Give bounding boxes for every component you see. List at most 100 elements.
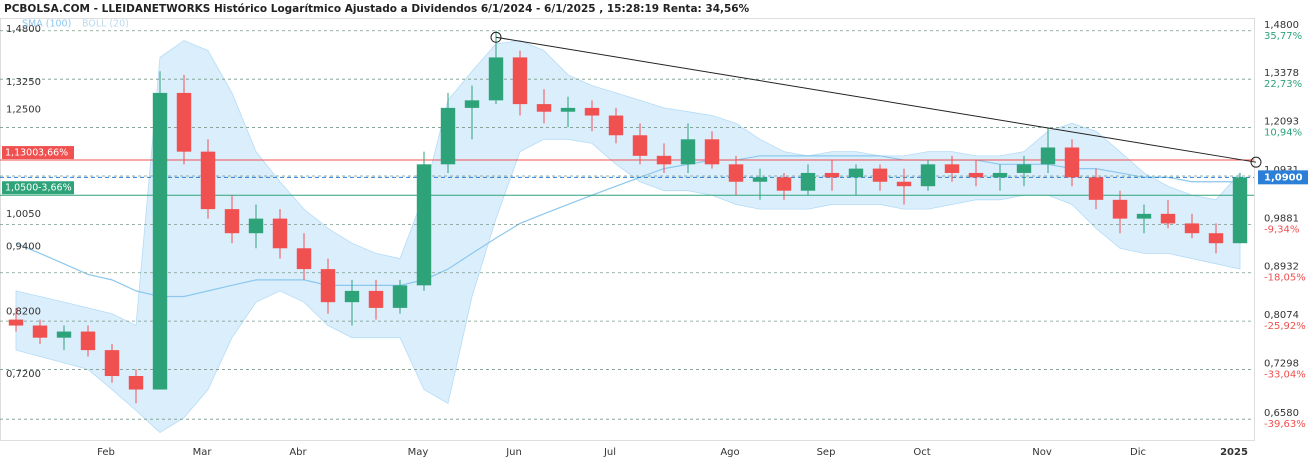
candle-body (1112, 199, 1128, 219)
candle-body (32, 325, 48, 338)
alert-label: 1,1300 (5, 148, 38, 159)
level-pct-label: 35,77% (1264, 31, 1302, 42)
trendline-end (1250, 156, 1262, 168)
x-tick-label: Dic (1130, 447, 1146, 458)
candle-body (80, 331, 96, 351)
candle-body (584, 107, 600, 116)
band-layer (15, 40, 1241, 433)
candle-body (8, 319, 24, 326)
candle-body (968, 172, 984, 178)
candle-body (1160, 213, 1176, 224)
alert-box (2, 146, 74, 160)
candle-body (152, 92, 168, 390)
candle-body (656, 155, 672, 165)
candle-body (56, 331, 72, 338)
candle-body (1232, 177, 1248, 244)
candle-body (176, 92, 192, 152)
candle-body (800, 172, 816, 191)
candle-body (896, 181, 912, 187)
candle-body (704, 139, 720, 165)
candle-body (608, 115, 624, 136)
candle-body (344, 290, 360, 303)
candle-body (848, 168, 864, 178)
x-tick-label: Jun (505, 447, 522, 458)
candle-body (680, 139, 696, 165)
candle-body (464, 100, 480, 108)
level-pct-label: -9,34% (1264, 224, 1299, 235)
candle-body (632, 135, 648, 156)
y-tick-label: 1,3250 (6, 77, 41, 88)
candle-body (728, 164, 744, 182)
candle-body (776, 177, 792, 191)
level-pct-label: 10,94% (1264, 128, 1302, 139)
candle-body (1208, 233, 1224, 244)
x-tick-label: Mar (193, 447, 213, 458)
candle-body (824, 172, 840, 178)
level-label: 0,8074 (1264, 310, 1299, 321)
current-box (1258, 170, 1308, 185)
candle-body (392, 285, 408, 308)
candle-body (1016, 164, 1032, 173)
x-tick-label: Nov (1032, 447, 1052, 458)
level-label: 1,2093 (1264, 117, 1299, 128)
candle-body (272, 218, 288, 249)
candle-body (104, 350, 120, 377)
trendline (495, 36, 1257, 163)
plot-frame (0, 18, 1255, 441)
level-pct-label: 22,73% (1264, 79, 1302, 90)
level-label: 0,7298 (1264, 359, 1299, 370)
level-label: 0,9881 (1264, 213, 1299, 224)
x-tick-label: Oct (913, 447, 930, 458)
legend-boll: BOLL (20) (82, 19, 129, 30)
legend-sma: SMA (100) (22, 19, 71, 30)
y-tick-label: 0,7200 (6, 369, 41, 380)
candle-body (512, 57, 528, 105)
candle-body (752, 177, 768, 182)
candle-body (560, 107, 576, 112)
level-pct-label: -33,04% (1264, 370, 1306, 381)
x-tick-label: Feb (97, 447, 115, 458)
candle-body (416, 164, 432, 286)
candle-body (200, 151, 216, 210)
trendline-start (490, 31, 502, 43)
candle-body (440, 107, 456, 165)
marks-layer (8, 30, 1262, 404)
candle-body (128, 376, 144, 390)
alert-label: 1,0500 (5, 183, 38, 194)
level-pct-label: -25,92% (1264, 321, 1306, 332)
level-pct-label: -18,05% (1264, 273, 1306, 284)
candle-body (296, 248, 312, 270)
level-label: 1,3378 (1264, 68, 1299, 79)
labels-layer: 1,4800 1,3250 1,2500 1,0050 0,9400 0,8200 0,72… (2, 20, 1308, 458)
candle-body (320, 269, 336, 303)
x-tick-label: May (408, 447, 429, 458)
y-tick-label: 1,4800 (6, 24, 41, 35)
candle-body (488, 57, 504, 101)
candle-body (944, 164, 960, 173)
candle-body (1040, 147, 1056, 165)
y-tick-label: 1,2500 (6, 105, 41, 116)
x-tick-label: Sep (817, 447, 836, 458)
level-pct-label: -39,63% (1264, 419, 1306, 430)
x-tick-label: Jul (603, 447, 616, 458)
candle-body (224, 209, 240, 234)
alert-box (2, 181, 74, 195)
candle-body (920, 164, 936, 187)
x-tick-label: Ago (720, 447, 739, 458)
sma-line (15, 155, 1240, 298)
candle-body (1088, 177, 1104, 200)
candle-body (536, 104, 552, 112)
level-label: 0,8932 (1264, 262, 1299, 273)
level-label: 0,6580 (1264, 408, 1299, 419)
candle-body (992, 172, 1008, 178)
y-tick-label: 0,9400 (6, 241, 41, 252)
alert-pct-label: -3,66% (38, 183, 72, 194)
y-tick-label: 1,0050 (6, 209, 41, 220)
candle-body (1184, 223, 1200, 234)
alert-pct-label: 3,66% (38, 148, 68, 159)
candle-body (368, 290, 384, 308)
candle-body (872, 168, 888, 182)
y-tick-label: 0,8200 (6, 307, 41, 318)
candle-body (1064, 147, 1080, 178)
candle-body (248, 218, 264, 234)
